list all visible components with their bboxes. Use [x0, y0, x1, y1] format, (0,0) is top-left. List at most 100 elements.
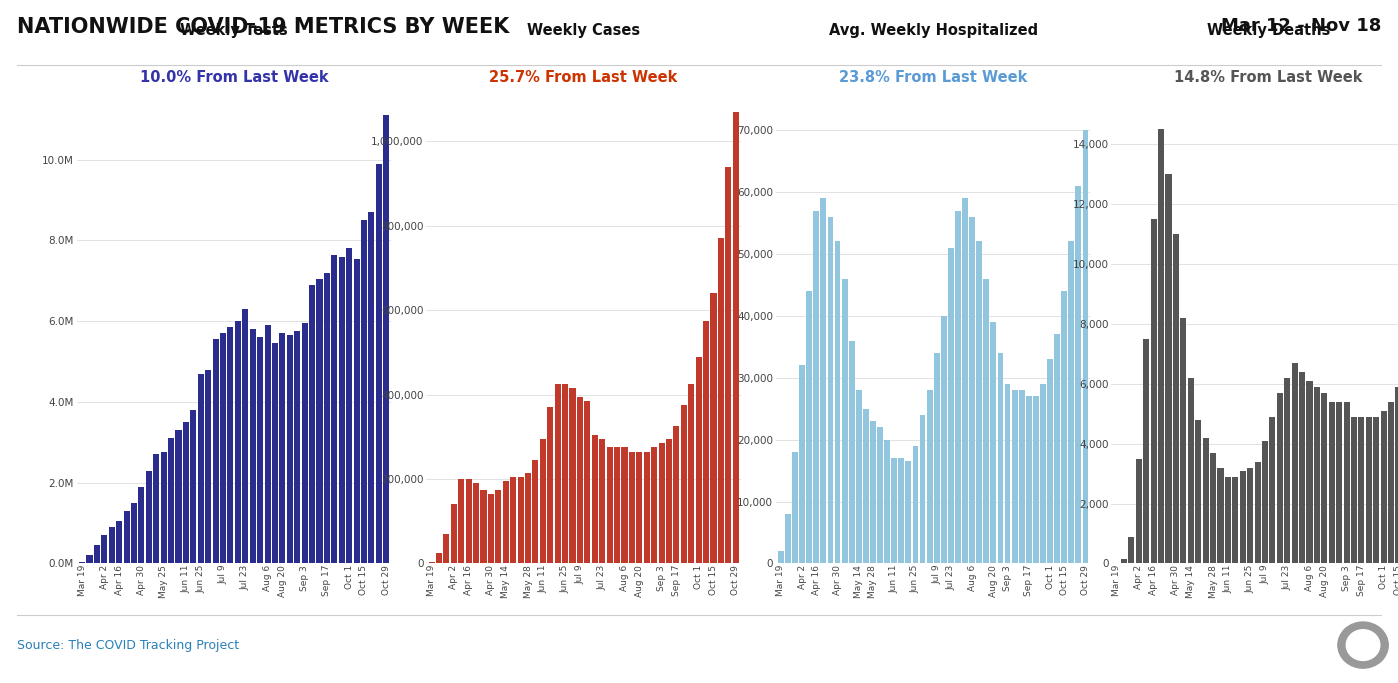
Bar [168, 438, 175, 563]
Bar [1211, 453, 1216, 563]
Bar [131, 503, 137, 563]
Bar [503, 481, 509, 563]
Bar [1040, 384, 1046, 563]
Text: 25.7% From Last Week: 25.7% From Last Week [489, 70, 678, 85]
Text: Weekly Cases: Weekly Cases [527, 23, 640, 38]
Bar [488, 494, 493, 563]
Bar [1225, 477, 1230, 563]
Bar [206, 370, 211, 563]
Bar [257, 337, 263, 563]
Bar [154, 454, 159, 563]
Bar [1128, 537, 1135, 563]
Bar [969, 217, 974, 563]
Bar [1285, 378, 1290, 563]
Bar [555, 384, 561, 563]
Bar [354, 259, 359, 563]
Bar [338, 257, 345, 563]
Bar [1005, 384, 1011, 563]
Bar [294, 331, 301, 563]
Bar [726, 167, 731, 563]
Bar [814, 210, 819, 563]
Bar [287, 335, 292, 563]
Bar [696, 357, 702, 563]
Bar [703, 321, 709, 563]
Bar [228, 327, 233, 563]
Bar [1012, 390, 1018, 563]
Bar [526, 473, 531, 563]
Text: Mar 12 - Nov 18: Mar 12 - Nov 18 [1220, 17, 1381, 35]
Bar [1195, 419, 1201, 563]
Bar [273, 344, 278, 563]
Text: Avg. Weekly Hospitalized: Avg. Weekly Hospitalized [829, 23, 1037, 38]
Text: 14.8% From Last Week: 14.8% From Last Week [1174, 70, 1363, 85]
Text: Weekly Tests: Weekly Tests [180, 23, 288, 38]
Bar [1135, 458, 1142, 563]
Bar [1254, 462, 1261, 563]
Text: Weekly Deaths: Weekly Deaths [1206, 23, 1331, 38]
Bar [562, 384, 568, 563]
Bar [145, 471, 152, 563]
Bar [161, 452, 166, 563]
Bar [1121, 559, 1127, 563]
Bar [1054, 335, 1060, 563]
Bar [1061, 291, 1067, 563]
Bar [636, 451, 642, 563]
Bar [183, 422, 189, 563]
Bar [383, 115, 389, 563]
Bar [877, 428, 884, 563]
Bar [622, 447, 628, 563]
Bar [983, 279, 990, 563]
Bar [1381, 410, 1387, 563]
Bar [1262, 441, 1268, 563]
Bar [688, 384, 695, 563]
Bar [1299, 372, 1306, 563]
Bar [212, 339, 218, 563]
Bar [1388, 402, 1394, 563]
Bar [651, 447, 657, 563]
Bar [429, 562, 435, 563]
Bar [116, 521, 122, 563]
Bar [123, 511, 130, 563]
Bar [976, 242, 983, 563]
Bar [856, 390, 861, 563]
Bar [547, 407, 554, 563]
Bar [309, 285, 315, 563]
Bar [235, 321, 240, 563]
Bar [473, 484, 480, 563]
Bar [109, 527, 115, 563]
Bar [892, 458, 898, 563]
Bar [955, 210, 960, 563]
Bar [197, 374, 204, 563]
Text: Source: The COVID Tracking Project: Source: The COVID Tracking Project [17, 639, 239, 652]
Bar [577, 397, 583, 563]
Bar [264, 325, 271, 563]
Bar [510, 477, 516, 563]
Bar [1373, 417, 1380, 563]
Bar [1019, 390, 1025, 563]
Bar [280, 333, 285, 563]
Bar [835, 242, 840, 563]
Bar [658, 443, 664, 563]
Bar [906, 461, 911, 563]
Bar [643, 451, 650, 563]
Bar [1247, 468, 1253, 563]
Bar [1240, 471, 1246, 563]
Bar [361, 220, 368, 563]
Text: 23.8% From Last Week: 23.8% From Last Week [839, 70, 1028, 85]
Bar [941, 316, 946, 563]
Bar [495, 490, 502, 563]
Bar [1366, 417, 1371, 563]
Bar [674, 426, 679, 563]
Bar [443, 534, 450, 563]
Bar [569, 388, 576, 563]
Bar [962, 198, 967, 563]
Bar [533, 460, 538, 563]
Bar [190, 410, 196, 563]
Bar [1218, 468, 1223, 563]
Bar [1276, 393, 1283, 563]
Bar [998, 353, 1004, 563]
Bar [927, 390, 932, 563]
Bar [1359, 417, 1364, 563]
Bar [800, 365, 805, 563]
Bar [1202, 438, 1209, 563]
